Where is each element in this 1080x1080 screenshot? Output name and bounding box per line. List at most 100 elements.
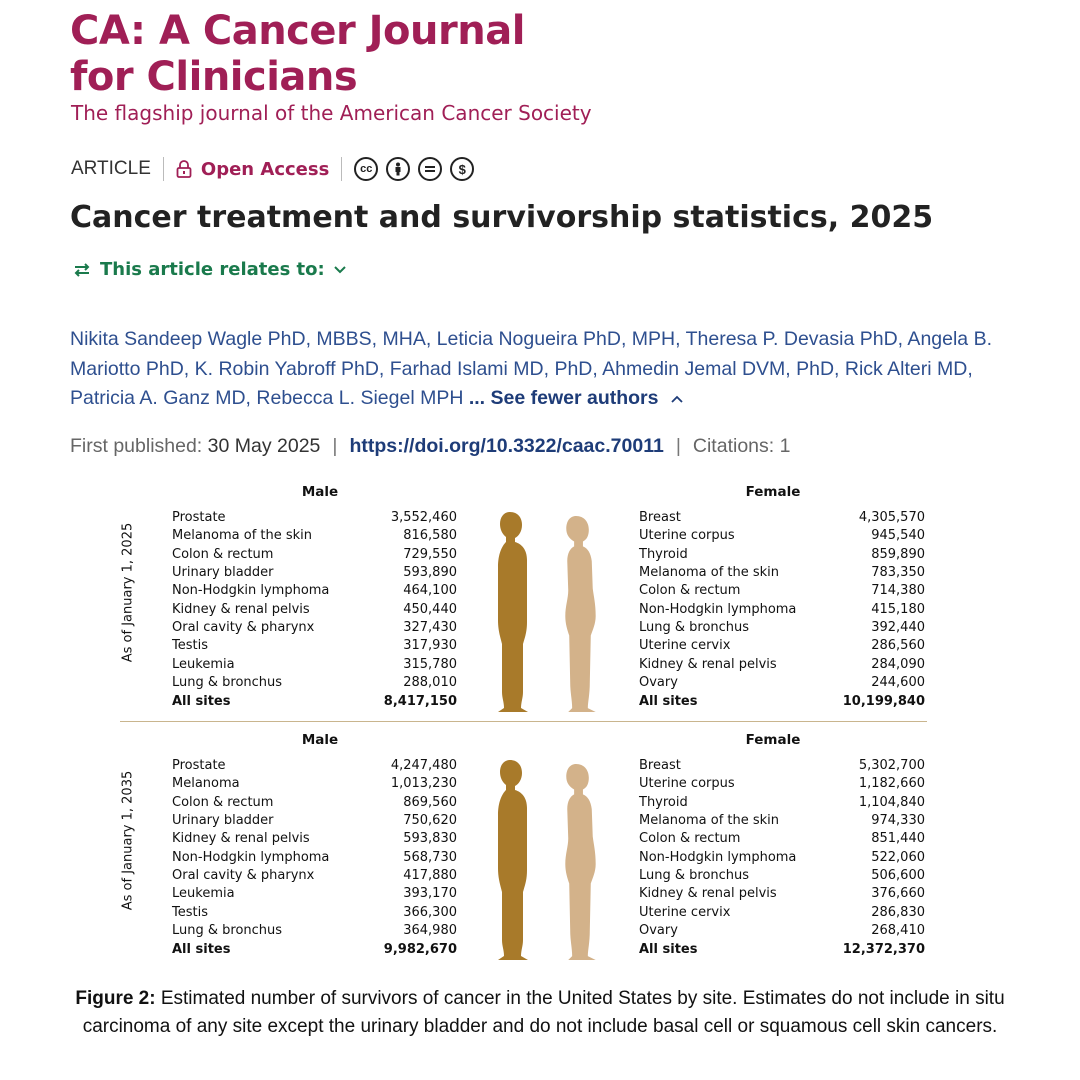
male-site-value: 816,580 <box>403 528 457 544</box>
female-site-label: Breast <box>639 510 681 525</box>
caption-label: Figure 2: <box>75 988 156 1009</box>
journal-title-line1: CA: A Cancer Journal <box>70 8 525 54</box>
panel-divider <box>120 721 927 722</box>
male-site-label: Leukemia <box>172 886 235 902</box>
male-header: Male <box>301 732 339 748</box>
male-site-label: Leukemia <box>172 656 235 672</box>
male-site-value: 288,010 <box>403 675 457 691</box>
female-site-label: Kidney & renal pelvis <box>639 886 777 902</box>
male-site-value: 4,247,480 <box>390 758 457 773</box>
female-site-label: Uterine cervix <box>639 638 731 654</box>
female-site-value: 1,182,660 <box>858 776 925 792</box>
no-derivatives-icon <box>418 157 443 181</box>
male-site-label: Oral cavity & pharynx <box>172 868 315 884</box>
male-site-label: Testis <box>172 904 208 920</box>
journal-title-line2: for Clinicians <box>70 54 358 100</box>
female-site-value: 415,180 <box>871 601 925 617</box>
female-site-label: Colon & rectum <box>639 831 741 847</box>
male-site-label: Oral cavity & pharynx <box>172 620 315 636</box>
male-site-value: 315,780 <box>403 656 457 672</box>
article-meta-row: ARTICLE Open Access cc $ <box>71 157 475 181</box>
female-site-value: 392,440 <box>871 620 925 636</box>
male-site-label: Prostate <box>172 510 226 525</box>
open-access-label: Open Access <box>200 158 330 180</box>
female-site-value: 284,090 <box>871 656 925 672</box>
published-label: First published: <box>70 435 203 457</box>
citations-count[interactable]: Citations: 1 <box>692 435 791 457</box>
female-site-label: Uterine cervix <box>639 904 731 920</box>
female-site-value: 12,372,370 <box>842 941 925 957</box>
male-site-label: All sites <box>172 941 231 957</box>
lock-icon <box>176 160 192 178</box>
female-site-label: Uterine corpus <box>639 776 735 792</box>
female-site-label: All sites <box>639 941 698 957</box>
female-site-label: Thyroid <box>639 794 688 810</box>
female-site-value: 506,600 <box>871 868 925 884</box>
attribution-icon <box>386 157 411 181</box>
panel-date-label: As of January 1, 2035 <box>120 770 136 911</box>
relates-to-toggle[interactable]: This article relates to: <box>72 259 347 280</box>
chevron-down-icon <box>334 265 346 273</box>
male-silhouette-icon <box>498 760 528 960</box>
female-header: Female <box>745 484 801 500</box>
male-site-value: 593,890 <box>403 565 457 581</box>
divider <box>162 157 164 181</box>
female-site-value: 5,302,700 <box>858 758 925 773</box>
journal-subtitle: The flagship journal of the American Can… <box>71 101 592 125</box>
female-site-label: Non-Hodgkin lymphoma <box>639 601 797 617</box>
female-site-value: 522,060 <box>871 849 925 865</box>
male-site-label: All sites <box>172 693 231 709</box>
female-site-label: Breast <box>639 758 681 773</box>
male-site-label: Urinary bladder <box>172 813 274 829</box>
female-site-label: Kidney & renal pelvis <box>639 656 777 672</box>
panel-date-label: As of January 1, 2025 <box>120 522 136 663</box>
male-site-label: Kidney & renal pelvis <box>172 831 310 847</box>
female-site-value: 945,540 <box>871 528 925 544</box>
see-fewer-authors-link[interactable]: ... See fewer authors <box>469 387 684 409</box>
female-site-value: 1,104,840 <box>858 794 925 810</box>
male-site-value: 366,300 <box>403 904 457 920</box>
see-fewer-authors-label: ... See fewer authors <box>468 387 659 409</box>
male-site-value: 729,550 <box>403 546 457 562</box>
male-site-label: Testis <box>172 638 208 654</box>
female-site-label: Uterine corpus <box>639 528 735 544</box>
male-site-value: 464,100 <box>403 583 457 599</box>
female-site-label: Melanoma of the skin <box>639 565 780 581</box>
male-site-label: Prostate <box>172 758 226 773</box>
female-site-label: Lung & bronchus <box>639 620 750 636</box>
female-site-value: 851,440 <box>871 831 925 847</box>
published-date: 30 May 2025 <box>207 435 321 457</box>
female-site-label: Ovary <box>639 923 678 939</box>
publication-info: First published: 30 May 2025 | https://d… <box>70 435 790 458</box>
male-site-value: 568,730 <box>403 849 457 865</box>
female-silhouette-icon <box>565 764 596 960</box>
male-site-label: Melanoma of the skin <box>172 528 313 544</box>
article-type: ARTICLE <box>71 158 151 179</box>
male-site-label: Colon & rectum <box>172 546 274 562</box>
chevron-up-icon <box>671 395 683 403</box>
female-silhouette-icon <box>565 516 596 712</box>
female-site-value: 859,890 <box>871 546 925 562</box>
open-access-badge[interactable]: Open Access <box>176 159 329 180</box>
male-silhouette-icon <box>498 512 528 712</box>
doi-link[interactable]: https://doi.org/10.3322/caac.70011 <box>349 435 664 457</box>
license-icons[interactable]: cc $ <box>354 157 475 181</box>
authors-text[interactable]: Nikita Sandeep Wagle PhD, MBBS, MHA, Let… <box>70 328 992 409</box>
author-list[interactable]: Nikita Sandeep Wagle PhD, MBBS, MHA, Let… <box>70 325 1030 414</box>
male-site-value: 317,930 <box>403 638 457 654</box>
female-site-label: Non-Hodgkin lymphoma <box>639 849 797 865</box>
male-site-value: 869,560 <box>403 794 457 810</box>
female-site-value: 10,199,840 <box>842 693 925 709</box>
female-site-value: 974,330 <box>871 813 925 829</box>
male-site-value: 393,170 <box>403 886 457 902</box>
female-site-label: Lung & bronchus <box>639 868 750 884</box>
male-site-label: Colon & rectum <box>172 794 274 810</box>
female-site-value: 376,660 <box>871 886 925 902</box>
female-site-value: 244,600 <box>871 675 925 691</box>
male-site-label: Lung & bronchus <box>172 923 283 939</box>
female-site-label: Ovary <box>639 675 678 691</box>
female-site-value: 268,410 <box>871 923 925 939</box>
divider <box>341 157 343 181</box>
relates-label: This article relates to: <box>100 259 325 280</box>
male-site-label: Urinary bladder <box>172 565 274 581</box>
